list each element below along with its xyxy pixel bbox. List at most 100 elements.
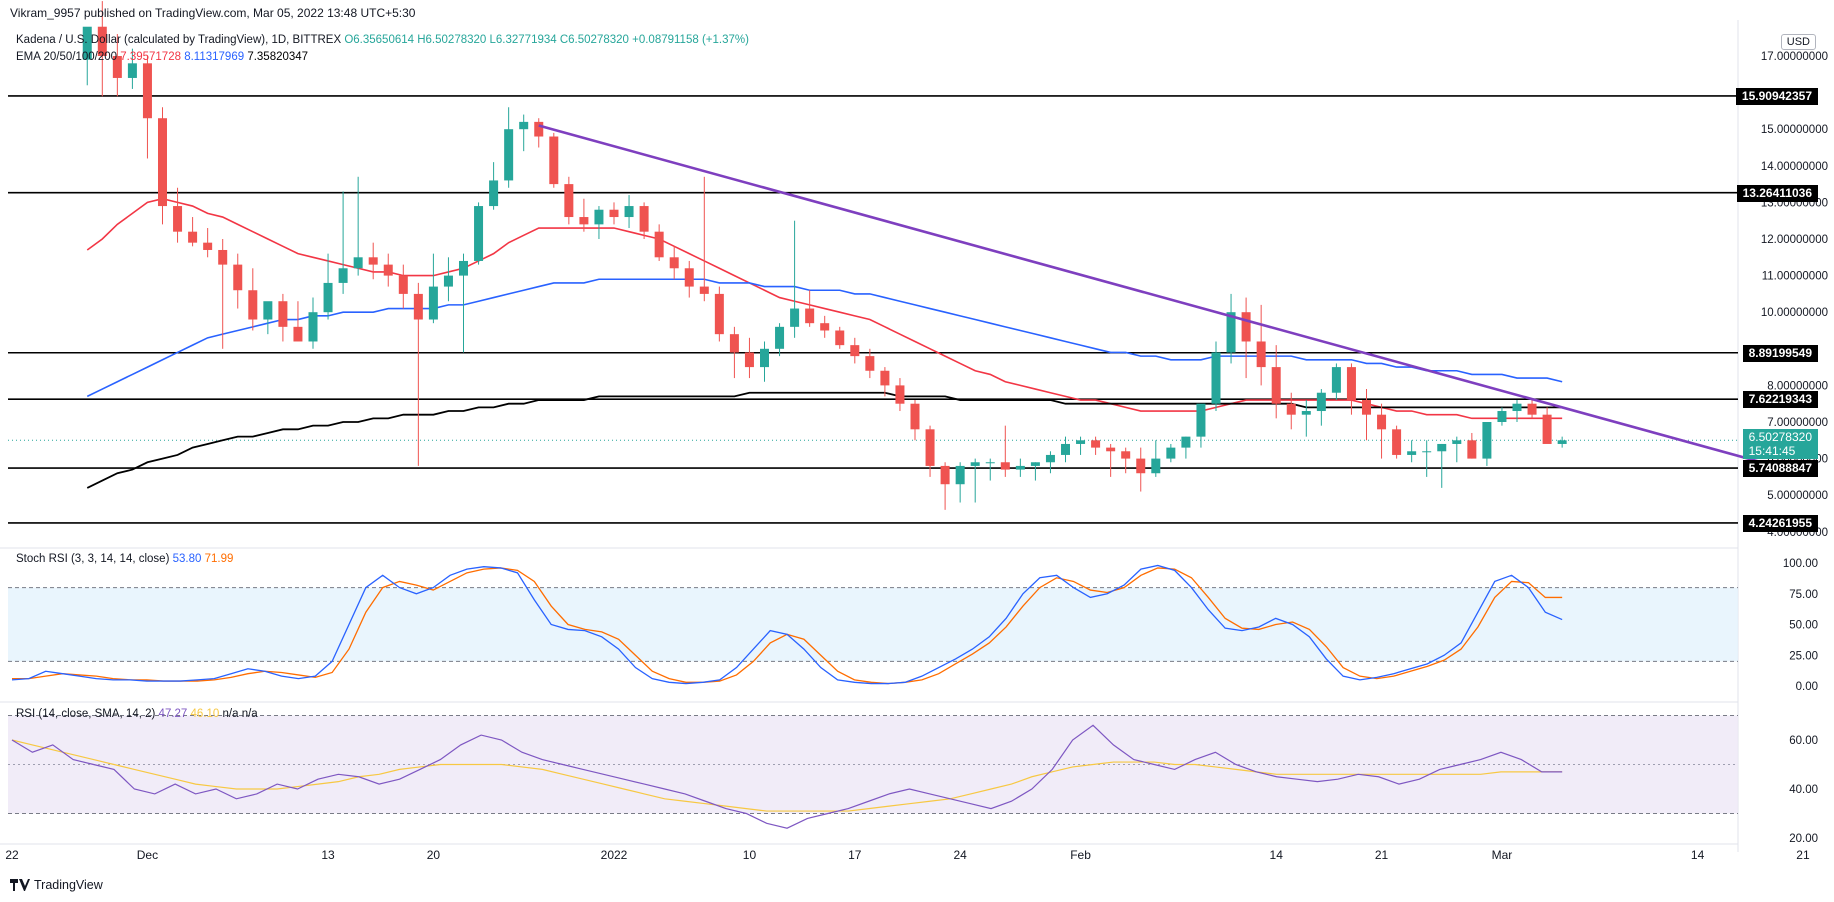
time-axis-label: 13	[321, 848, 335, 862]
candle-body	[443, 275, 453, 287]
candle-body	[579, 217, 589, 225]
rsi-ma-value: 46.10	[190, 708, 220, 720]
price-scale-label: 15.00000000	[1761, 124, 1828, 136]
candle-body	[895, 385, 905, 404]
candle-body	[744, 352, 754, 368]
stoch-scale-label: 100.00	[1783, 558, 1818, 570]
candle-body	[459, 260, 468, 276]
level-price-tag: 5.74088847	[1742, 460, 1818, 478]
candle-body	[1392, 429, 1402, 455]
candle-body	[97, 26, 107, 56]
candle-body	[760, 348, 769, 368]
candle-body	[1241, 312, 1251, 342]
candle-body	[699, 286, 709, 294]
candle-body	[1045, 454, 1055, 463]
time-axis-label: 17	[848, 848, 862, 862]
time-axis-label: 21	[1796, 848, 1810, 862]
candle-body	[1557, 440, 1567, 444]
trendline	[538, 124, 1789, 471]
price-scale-label: 7.00000000	[1767, 417, 1828, 429]
ohlc-high: H6.50278320	[417, 34, 487, 46]
candle-body	[925, 429, 935, 466]
candle-body	[865, 356, 875, 371]
candle-body	[1061, 443, 1070, 455]
stoch-d-value: 71.99	[204, 553, 234, 565]
candle-body	[1331, 367, 1341, 393]
time-axis-label: Feb	[1070, 848, 1091, 862]
rsi-scale-label: 20.00	[1789, 833, 1818, 845]
candle-body	[504, 129, 514, 181]
candle-body	[158, 118, 167, 207]
ema-label[interactable]: EMA 20/50/100/200	[16, 51, 118, 63]
time-axis-label: 2022	[601, 848, 628, 862]
price-scale-label: 17.00000000	[1761, 51, 1828, 63]
ema-legend: EMA 20/50/100/200 7.39571728 8.11317969 …	[16, 51, 308, 63]
candle-body	[1226, 312, 1236, 353]
rsi-line	[11, 724, 1563, 829]
stoch-scale-label: 75.00	[1789, 589, 1818, 601]
candle-body	[1437, 443, 1447, 452]
candle-body	[323, 282, 333, 313]
candle-body	[835, 330, 845, 346]
candle-body	[669, 257, 679, 269]
candle-body	[790, 308, 800, 327]
candle-body	[1512, 403, 1522, 412]
rsi-scale-label: 60.00	[1789, 735, 1818, 747]
candle-body	[1000, 462, 1010, 470]
rsi-na-2: n/a	[241, 708, 258, 720]
candle-body	[1166, 447, 1176, 459]
time-axis-label: 14	[1270, 848, 1284, 862]
symbol-name[interactable]: Kadena / U.S. Dollar (calculated by Trad…	[16, 34, 342, 46]
rsi-legend: RSI (14, close, SMA, 14, 2) 47.27 46.10 …	[16, 708, 258, 720]
candle-body	[940, 465, 950, 485]
candle-body	[142, 63, 152, 119]
candle-body	[609, 209, 619, 218]
ema-line-red	[86, 197, 1563, 420]
candle-body	[263, 301, 273, 320]
candle-body	[1211, 352, 1221, 404]
candle-body	[1527, 403, 1537, 415]
last-price-value: 6.50278320	[1748, 430, 1812, 444]
level-price-tag: 8.89199549	[1742, 344, 1818, 362]
candle-body	[1106, 447, 1116, 452]
stoch-k-line	[11, 564, 1563, 685]
candle-body	[489, 180, 499, 207]
candle-body	[1407, 451, 1417, 455]
stoch-label[interactable]: Stoch RSI (3, 3, 14, 14, close)	[16, 553, 170, 565]
level-price-tag: 13.26411036	[1736, 184, 1818, 202]
ema-value-2: 8.11317969	[184, 51, 245, 63]
price-scale-label: 12.00000000	[1761, 234, 1828, 246]
candle-body	[820, 323, 830, 331]
price-scale-label: 11.00000000	[1762, 271, 1828, 283]
candle-body	[353, 257, 363, 269]
candle-body	[338, 268, 348, 283]
stoch-scale-label: 0.00	[1796, 681, 1818, 693]
symbol-legend: Kadena / U.S. Dollar (calculated by Trad…	[16, 34, 749, 46]
candle-body	[1301, 411, 1311, 415]
currency-button[interactable]: USD	[1780, 34, 1816, 50]
candle-body	[564, 184, 574, 218]
candle-body	[1136, 458, 1146, 474]
candle-body	[1482, 422, 1492, 459]
price-scale-label: 5.00000000	[1767, 490, 1828, 502]
level-price-tag: 15.90942357	[1735, 87, 1818, 105]
stoch-band	[8, 587, 1738, 662]
candle-body	[549, 136, 559, 185]
tradingview-logo[interactable]: TradingView	[10, 878, 103, 892]
candle-body	[1377, 414, 1387, 430]
time-axis-label: Dec	[137, 848, 158, 862]
candle-body	[534, 121, 544, 137]
candle-body	[985, 462, 995, 464]
candle-body	[1497, 411, 1507, 422]
candle-body	[1030, 462, 1040, 466]
candle-body	[850, 345, 860, 357]
ohlc-close: C6.50278320	[559, 34, 629, 46]
candle-body	[82, 26, 92, 60]
candle-body	[1452, 440, 1462, 444]
stoch-scale-label: 25.00	[1789, 650, 1818, 662]
candle-body	[1316, 392, 1326, 412]
time-axis-label: 10	[743, 848, 757, 862]
level-price-tag: 4.24261955	[1742, 514, 1818, 532]
rsi-label[interactable]: RSI (14, close, SMA, 14, 2)	[16, 708, 156, 720]
